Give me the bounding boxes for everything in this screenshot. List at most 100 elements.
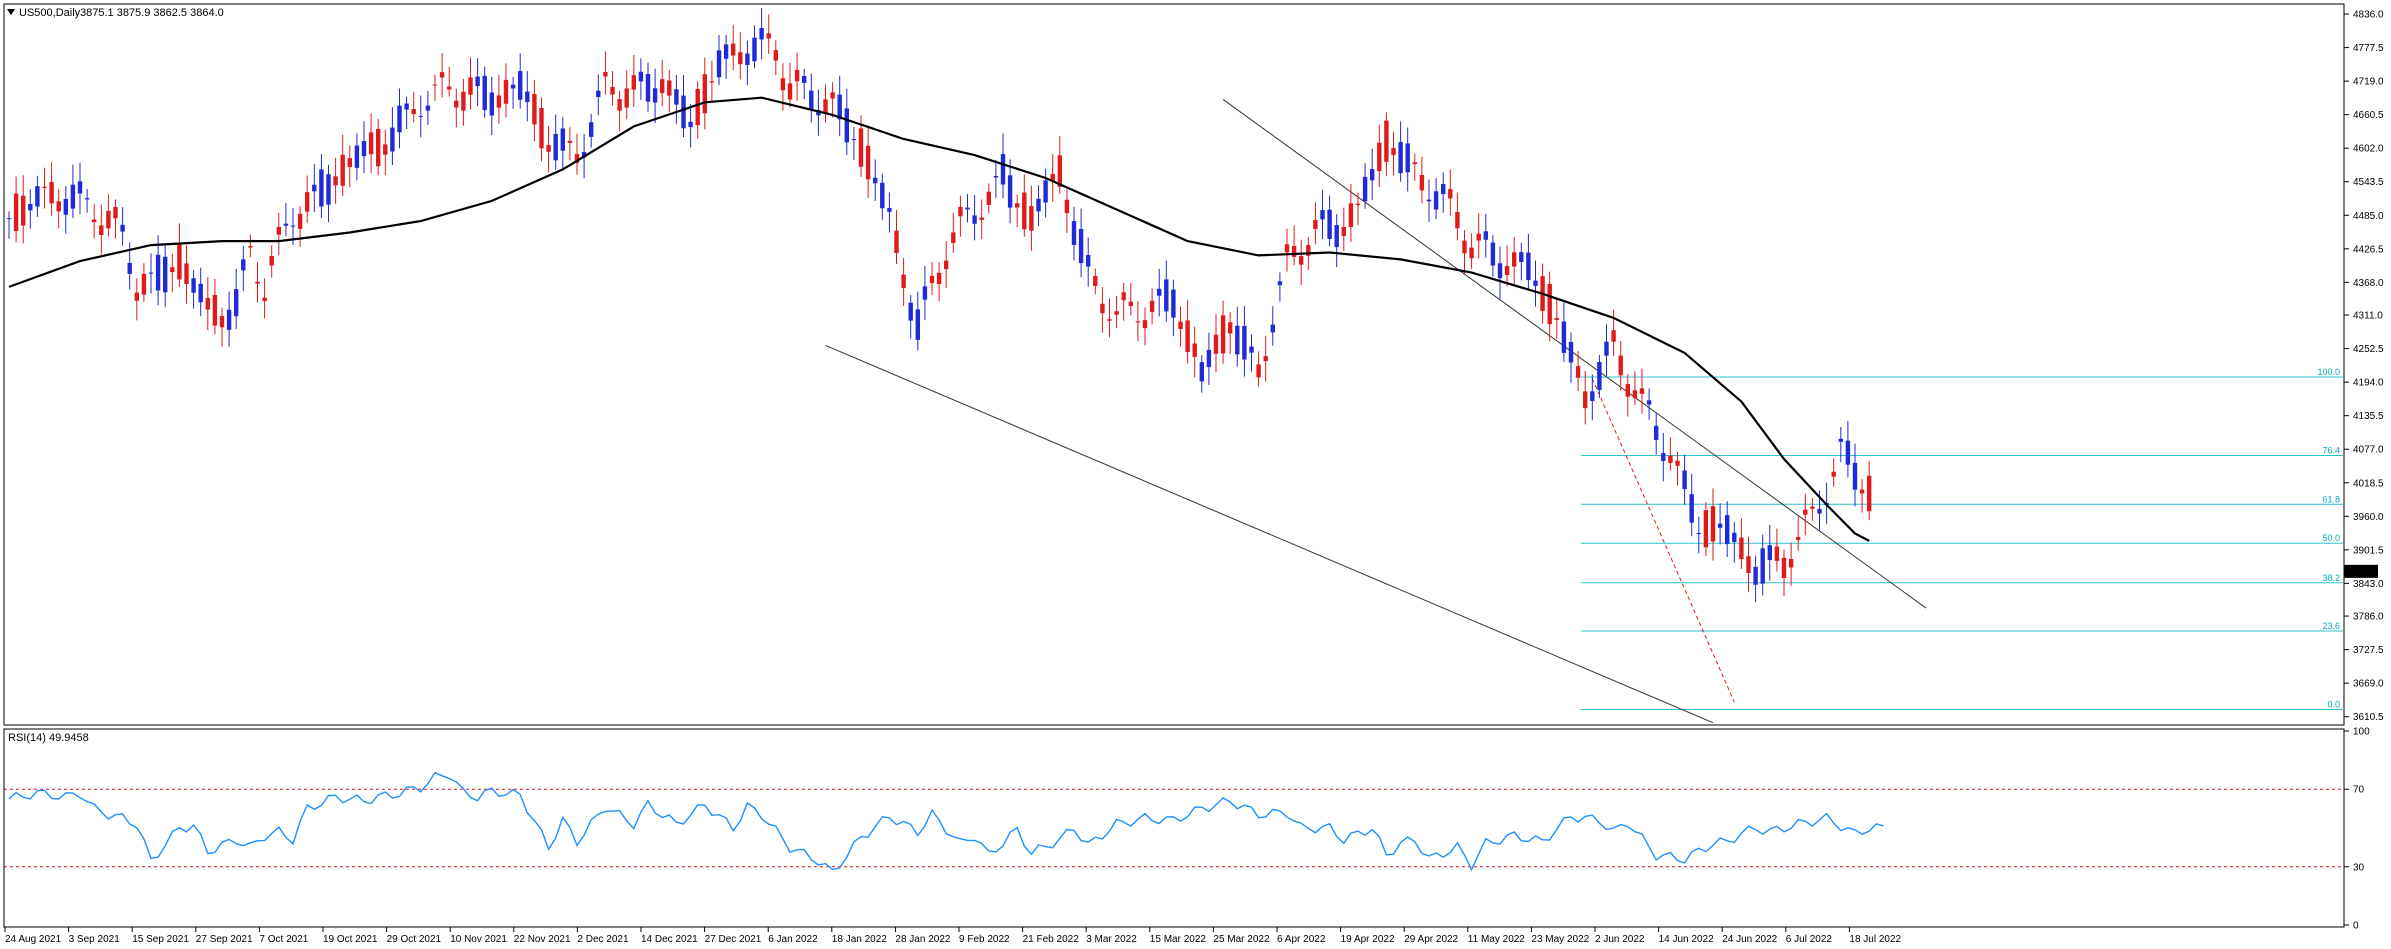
candle-body xyxy=(1107,319,1112,321)
candle-body xyxy=(1554,318,1559,320)
candle-body xyxy=(99,225,104,235)
candle-body xyxy=(1604,341,1609,356)
candle-body xyxy=(1135,321,1141,323)
candle-body xyxy=(1149,300,1155,313)
rsi-line xyxy=(8,771,1884,872)
candle-body xyxy=(219,315,225,328)
candle-body xyxy=(1852,462,1858,490)
rsi-panel-frame xyxy=(3,728,2345,928)
collapse-triangle-icon[interactable] xyxy=(7,9,15,15)
fib-level-label: 61.8 xyxy=(2322,494,2340,504)
price-tick-label: 3960.0 xyxy=(2353,512,2384,523)
candle-body xyxy=(837,94,842,120)
candle-body xyxy=(844,108,849,143)
candle-body xyxy=(887,207,892,212)
candle-body xyxy=(624,88,629,108)
trend-line xyxy=(1222,99,1927,609)
candle-body xyxy=(752,37,757,62)
rsi-panel[interactable] xyxy=(4,771,2344,872)
date-tick-label: 27 Dec 2021 xyxy=(705,934,762,945)
candle-body xyxy=(901,274,906,289)
price-tick-label: 4018.5 xyxy=(2353,478,2384,489)
candle-body xyxy=(603,72,608,77)
candle-body xyxy=(35,186,40,207)
candle-body xyxy=(1568,342,1574,363)
price-tick-label: 3901.5 xyxy=(2353,545,2384,556)
candle-body xyxy=(42,186,47,188)
candle-body xyxy=(660,79,665,94)
price-tick-label: 3669.0 xyxy=(2353,679,2384,690)
candle-body xyxy=(1689,494,1694,523)
candle-body xyxy=(1703,510,1709,548)
candle-body xyxy=(1327,209,1332,239)
date-tick-label: 15 Mar 2022 xyxy=(1150,934,1207,945)
candle-body xyxy=(1547,283,1552,325)
trend-line xyxy=(825,344,1714,724)
candle-body xyxy=(773,50,778,61)
candle-body xyxy=(1632,390,1638,399)
candle-body xyxy=(1504,265,1510,275)
candle-body xyxy=(1114,311,1119,315)
candle-body xyxy=(546,145,551,152)
date-tick-label: 6 Jan 2022 xyxy=(768,934,818,945)
price-tick-label: 4426.5 xyxy=(2353,244,2384,255)
candle-body xyxy=(262,297,267,302)
chart-header: US500,Daily 3875.1 3875.9 3862.5 3864.0 … xyxy=(7,7,224,744)
date-tick-label: 9 Feb 2022 xyxy=(959,934,1010,945)
candle-body xyxy=(184,263,189,284)
candle-body xyxy=(439,72,445,78)
candle-body xyxy=(674,89,679,105)
date-tick-label: 10 Nov 2021 xyxy=(450,934,507,945)
candle-body xyxy=(475,76,480,87)
candle-body xyxy=(482,75,487,111)
rsi-label: RSI(14) 49.9458 xyxy=(8,732,89,744)
candle-body xyxy=(106,210,111,229)
candle-body xyxy=(1377,142,1382,172)
candle-body xyxy=(198,283,203,303)
candle-body xyxy=(134,292,139,301)
candle-body xyxy=(255,281,260,284)
candle-body xyxy=(63,198,68,215)
candle-body xyxy=(340,154,345,186)
candle-body xyxy=(1767,545,1772,560)
candle-body xyxy=(1142,320,1148,329)
candle-body xyxy=(170,267,175,273)
candle-body xyxy=(532,94,537,125)
candle-body xyxy=(496,95,502,108)
candle-body xyxy=(1441,184,1446,194)
candle-body xyxy=(1235,325,1240,355)
candle-body xyxy=(447,86,452,90)
symbol-label: US500,Daily xyxy=(19,7,81,19)
fib-level-label: 23.6 xyxy=(2322,621,2340,631)
candle-body xyxy=(1611,330,1616,342)
candle-body xyxy=(1455,211,1460,229)
candle-body xyxy=(1306,244,1311,256)
candle-body xyxy=(347,158,352,167)
candle-body xyxy=(1370,169,1375,181)
price-tick-label: 3786.0 xyxy=(2353,612,2384,623)
fib-level-label: 0.0 xyxy=(2327,700,2340,710)
moving-average-line xyxy=(8,96,1870,542)
candle-body xyxy=(283,223,289,226)
candle-body xyxy=(1341,226,1346,236)
price-axis: 4836.0 4777.5 4719.0 4660.5 4602.0 4543.5 4485… xyxy=(2344,10,2384,723)
candle-body xyxy=(702,74,707,114)
price-panel[interactable]: 100.0 76.4 61.8 50.0 38.2 23.6 0.0 xyxy=(6,8,2343,724)
fib-level-label: 50.0 xyxy=(2322,533,2340,543)
candle-body xyxy=(1497,263,1503,279)
candle-body xyxy=(1476,233,1481,241)
candle-body xyxy=(1348,203,1354,228)
candle-body xyxy=(141,273,147,295)
price-tick-label: 4252.5 xyxy=(2353,344,2384,355)
date-tick-label: 24 Aug 2021 xyxy=(5,934,62,945)
candle-body xyxy=(390,127,395,152)
candle-body xyxy=(333,176,338,186)
candle-body xyxy=(13,193,19,231)
candle-body xyxy=(873,177,878,184)
candle-body xyxy=(1291,246,1297,257)
candle-body xyxy=(1867,475,1872,512)
candle-body xyxy=(1803,509,1808,515)
candle-body xyxy=(92,219,97,223)
candle-body xyxy=(972,215,977,224)
